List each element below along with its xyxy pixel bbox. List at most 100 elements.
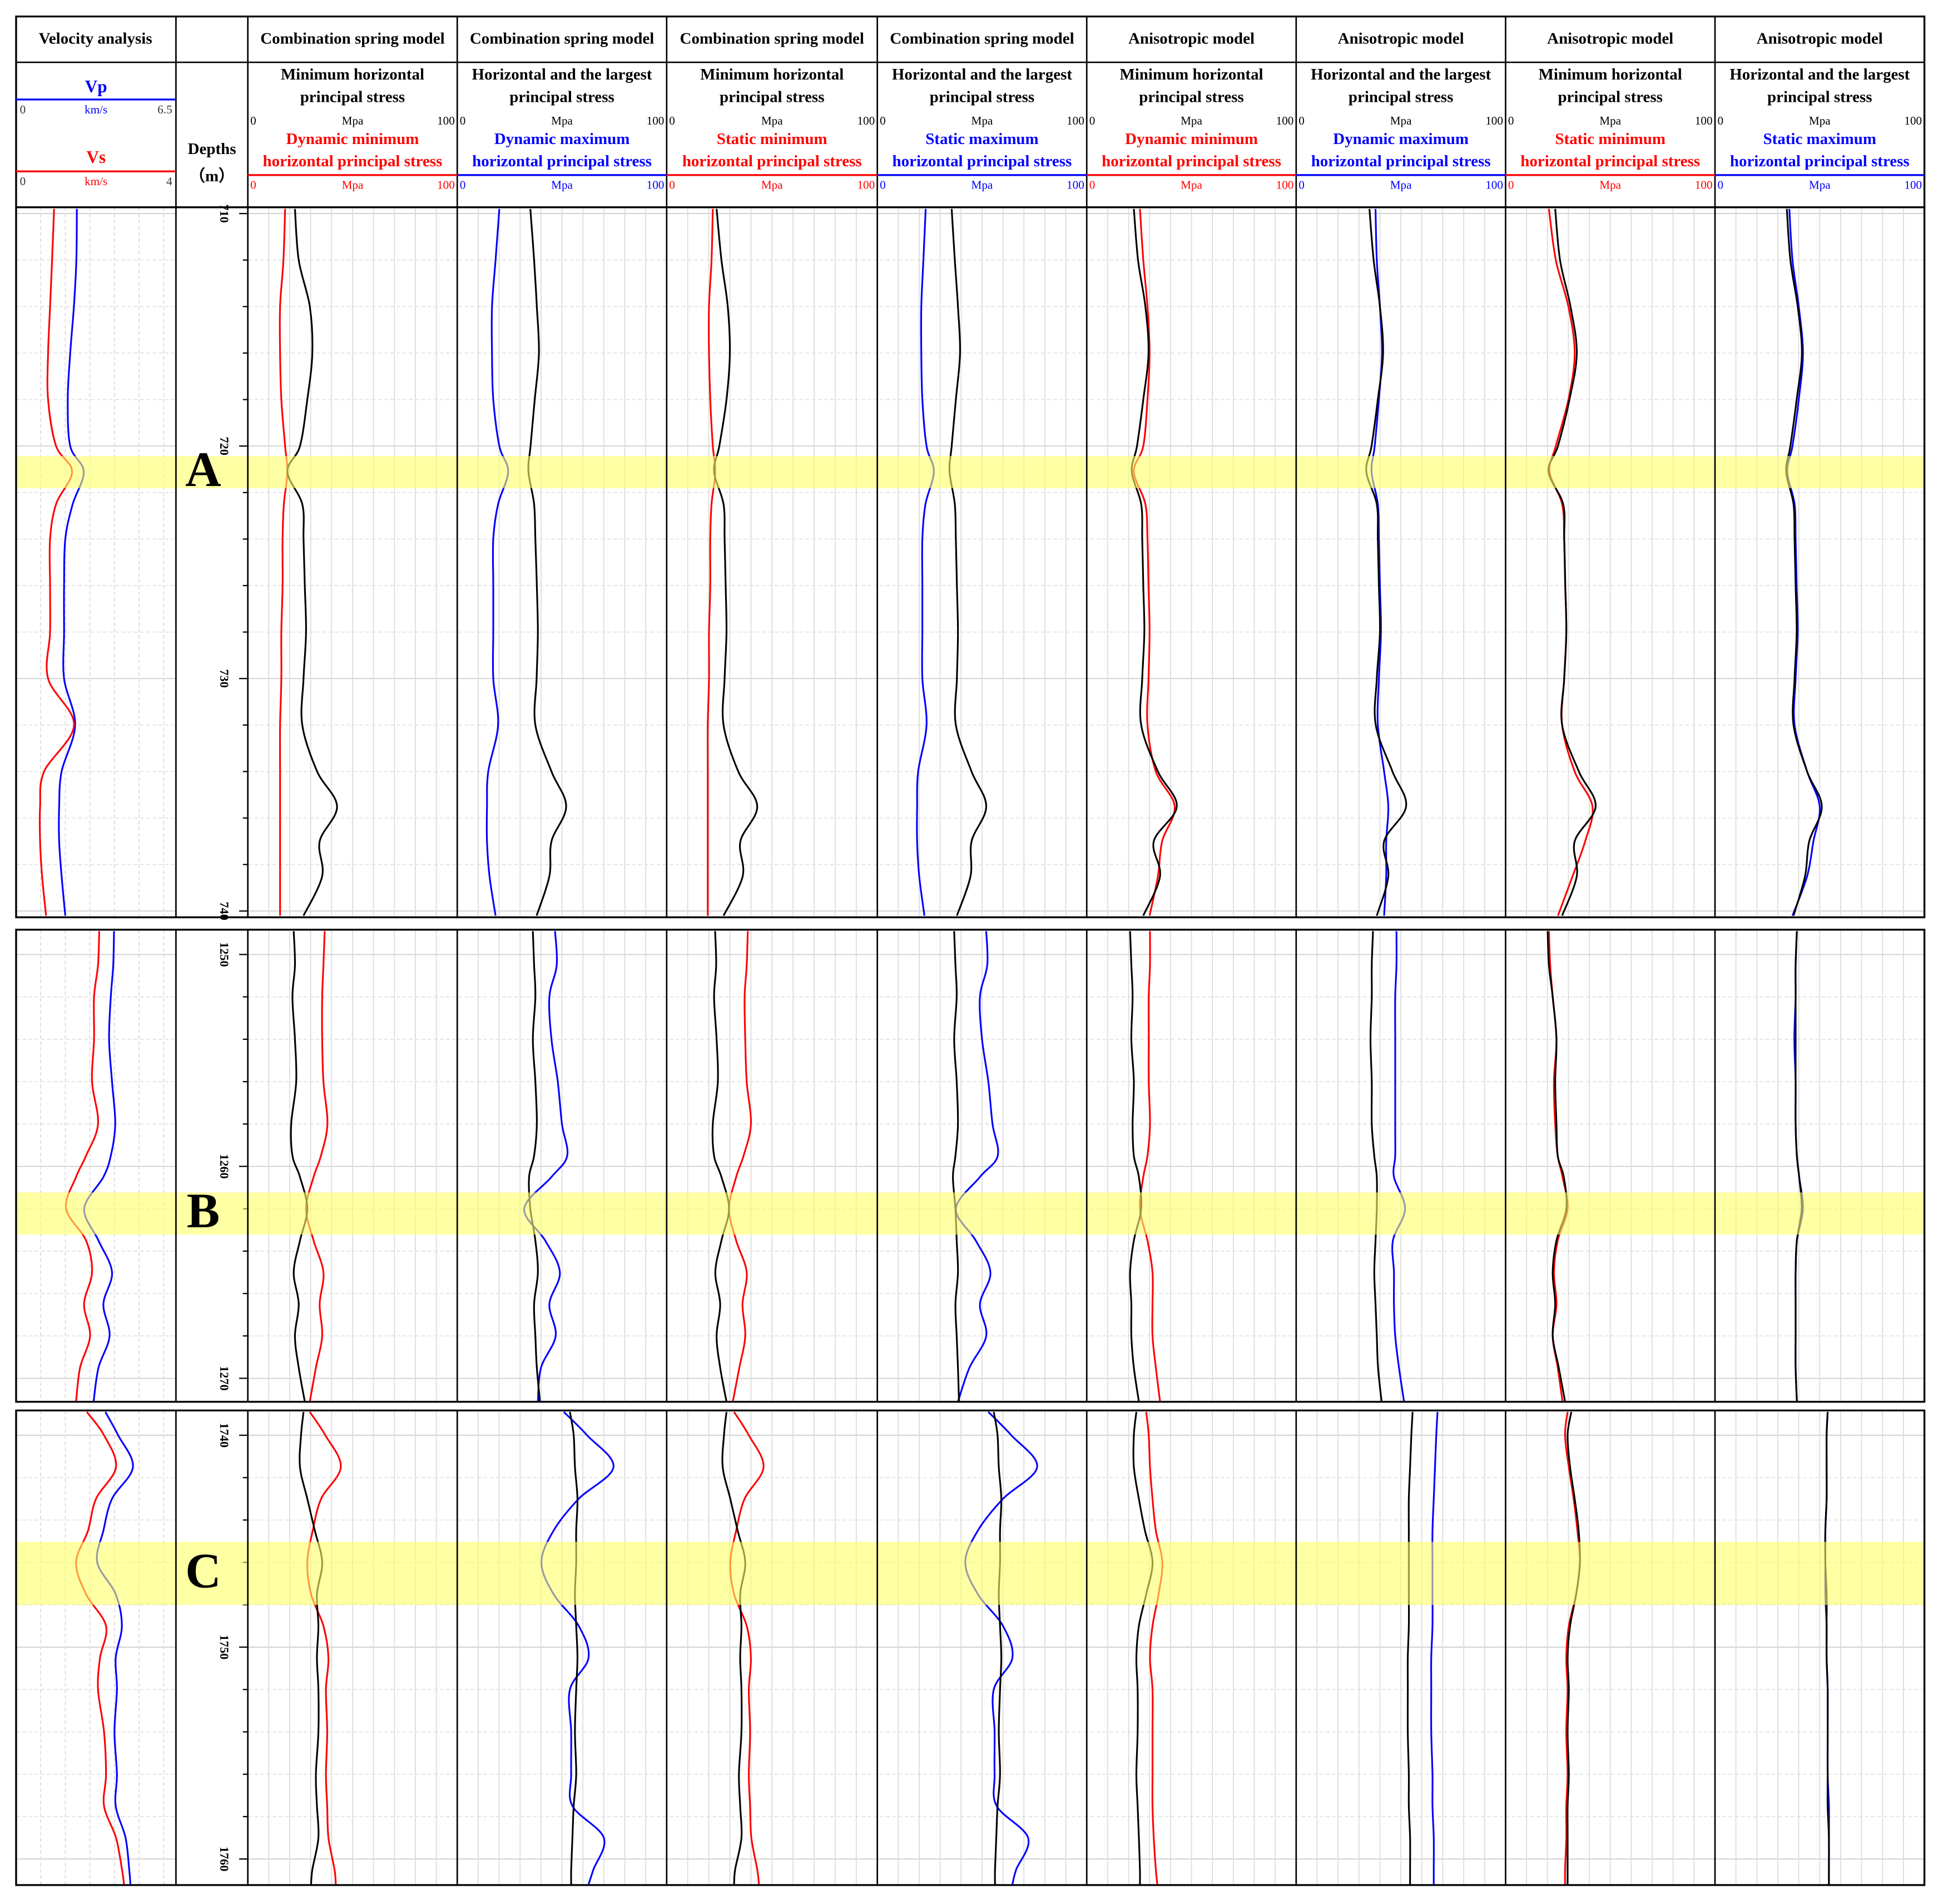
stress-curve [1139, 931, 1161, 1402]
reference-curve [1795, 931, 1803, 1402]
model-title: Anisotropic model [1547, 30, 1673, 48]
scale-max: 100 [647, 114, 665, 127]
reference-curve [569, 1411, 578, 1885]
stress-curve [279, 209, 289, 916]
scale-unit: Mpa [1390, 114, 1412, 127]
reference-name: Minimum horizontal [1539, 66, 1682, 83]
stress-curve [728, 931, 752, 1402]
depth-tick-label: 730 [217, 670, 231, 688]
scale-max: 100 [437, 178, 455, 192]
stress-curve [729, 1411, 765, 1885]
reference-name: principal stress [1767, 88, 1872, 106]
model-title: Combination spring model [890, 30, 1074, 48]
curve-name: horizontal principal stress [682, 152, 862, 170]
reference-curve [721, 1411, 746, 1885]
reference-name: principal stress [720, 88, 824, 106]
curve-name: horizontal principal stress [1520, 152, 1700, 170]
reference-name: Minimum horizontal [1119, 66, 1263, 83]
curve-name: horizontal principal stress [1311, 152, 1491, 170]
model-title: Combination spring model [470, 30, 654, 48]
scale-unit: Mpa [1599, 178, 1621, 192]
reference-name: principal stress [300, 88, 405, 106]
scale-unit: Mpa [342, 114, 364, 127]
scale-unit: Mpa [1181, 114, 1202, 127]
model-title: Anisotropic model [1338, 30, 1464, 48]
scale-max: 100 [1485, 114, 1503, 127]
reference-name: Horizontal and the largest [892, 66, 1072, 83]
panel-frame [16, 207, 1925, 918]
stress-curve [523, 931, 569, 1402]
reference-curve [1547, 931, 1568, 1402]
curve-name: Dynamic minimum [1125, 130, 1258, 148]
scale-min: 0 [1298, 114, 1305, 127]
scale-unit: km/s [85, 175, 107, 188]
stress-curve [1370, 209, 1390, 916]
scale-min: 0 [1717, 178, 1723, 192]
scale-min: 0 [250, 114, 256, 127]
scale-unit: Mpa [1390, 178, 1412, 192]
scale-max: 100 [437, 114, 455, 127]
scale-max: 100 [857, 178, 875, 192]
reference-name: Horizontal and the largest [472, 66, 652, 83]
stress-curve [485, 209, 509, 916]
panel-border [15, 206, 1926, 919]
reference-curve [1365, 209, 1407, 916]
stress-curve [305, 931, 329, 1402]
scale-max: 100 [1904, 178, 1922, 192]
reference-name: principal stress [509, 88, 614, 106]
scale-min: 0 [880, 114, 886, 127]
scale-unit: Mpa [1181, 178, 1202, 192]
reference-curve [290, 931, 309, 1402]
reference-curve [299, 1411, 323, 1885]
depth-tick-label: 1260 [217, 1154, 231, 1179]
depth-unit: （m） [189, 167, 235, 185]
stress-curve [541, 1411, 614, 1885]
legend-name: Vp [85, 77, 107, 96]
scale-min: 0 [669, 178, 675, 192]
scale-min: 0 [1298, 178, 1305, 192]
reference-curve [1131, 209, 1178, 916]
vs-curve [65, 931, 101, 1402]
depth-label: Depths [188, 140, 236, 158]
model-title: Combination spring model [680, 30, 864, 48]
depth-tick-label: 1270 [217, 1366, 231, 1391]
scale-max: 100 [1695, 178, 1713, 192]
reference-name: Horizontal and the largest [1729, 66, 1910, 83]
scale-max: 100 [1695, 114, 1713, 127]
scale-unit: Mpa [342, 178, 364, 192]
curve-name: horizontal principal stress [263, 152, 443, 170]
panel-border [15, 1409, 1926, 1886]
curve-name: horizontal principal stress [1102, 152, 1281, 170]
vp-curve [83, 931, 116, 1402]
reference-curve [286, 209, 338, 916]
curve-name: Static minimum [717, 130, 827, 148]
reference-curve [1548, 209, 1597, 916]
interval-label: B [187, 1184, 220, 1238]
scale-max: 100 [1276, 114, 1294, 127]
stress-curve [1786, 209, 1821, 916]
scale-max: 100 [1485, 178, 1503, 192]
scale-unit: km/s [85, 103, 107, 116]
curve-name: Dynamic minimum [286, 130, 419, 148]
legend-name: Vs [86, 147, 106, 167]
vs-curve [75, 1411, 125, 1885]
highlight-band [16, 1541, 1925, 1605]
interval-label: C [185, 1544, 221, 1598]
stress-curve [1133, 209, 1176, 916]
curve-name: Static maximum [1763, 130, 1876, 148]
scale-max: 6.5 [157, 103, 172, 116]
reference-curve [1132, 1411, 1154, 1885]
reference-curve [527, 209, 567, 916]
scale-min: 0 [20, 103, 26, 116]
reference-curve [993, 1411, 1003, 1885]
scale-min: 0 [1508, 178, 1514, 192]
scale-max: 100 [1904, 114, 1922, 127]
reference-name: principal stress [930, 88, 1034, 106]
reference-name: principal stress [1349, 88, 1453, 106]
reference-curve [713, 209, 759, 916]
reference-curve [1567, 1411, 1581, 1885]
curve-name: horizontal principal stress [893, 152, 1072, 170]
curve-name: horizontal principal stress [472, 152, 652, 170]
